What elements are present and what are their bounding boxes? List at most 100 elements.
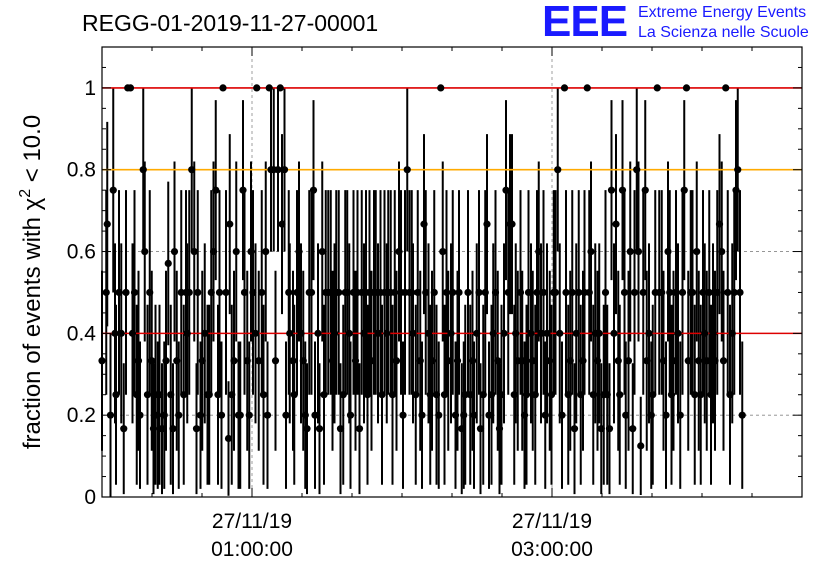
data-point — [597, 425, 605, 433]
data-point — [705, 288, 713, 297]
data-point — [709, 329, 717, 337]
data-point — [616, 391, 624, 399]
data-point — [512, 329, 520, 337]
data-point — [403, 166, 411, 174]
data-point — [198, 357, 206, 365]
data-point — [146, 288, 154, 297]
data-point — [416, 357, 424, 365]
data-point — [133, 391, 141, 399]
data-point — [730, 288, 738, 297]
x-tick-label-date: 27/11/19 — [212, 510, 292, 533]
data-point — [265, 84, 273, 92]
data-point — [169, 425, 177, 433]
data-point — [473, 329, 481, 337]
data-point — [541, 411, 549, 419]
data-point — [676, 411, 684, 419]
data-point — [543, 329, 551, 337]
data-point — [695, 357, 703, 365]
data-point — [667, 391, 676, 399]
y-tick-label: 0 — [84, 486, 96, 509]
data-point — [479, 391, 487, 399]
data-point — [678, 288, 687, 297]
data-point — [122, 288, 130, 297]
data-point — [732, 186, 740, 194]
data-point — [160, 411, 168, 419]
data-point — [247, 247, 255, 256]
data-point — [662, 411, 670, 419]
data-point — [587, 247, 595, 256]
data-point — [722, 84, 730, 92]
data-point — [618, 186, 627, 194]
data-point — [117, 329, 125, 337]
y-tick-label: 0.4 — [67, 322, 97, 345]
data-point — [620, 288, 629, 297]
data-point — [115, 288, 123, 297]
data-point — [645, 329, 653, 337]
y-axis-label-chi: χ — [19, 197, 46, 210]
data-point — [290, 391, 298, 399]
data-point — [196, 411, 205, 419]
data-point — [466, 391, 474, 399]
data-point — [167, 391, 175, 399]
data-point — [626, 247, 634, 256]
data-point — [546, 357, 554, 365]
data-point — [383, 329, 391, 337]
chart-title: REGG-01-2019-11-27-00001 — [82, 10, 379, 36]
data-point — [658, 288, 666, 297]
data-point — [624, 357, 633, 365]
y-tick-label: 0.2 — [67, 404, 96, 427]
data-point — [447, 329, 455, 337]
data-point — [219, 84, 227, 92]
data-point — [258, 288, 266, 297]
data-point — [461, 391, 469, 399]
data-point — [399, 411, 407, 419]
data-point — [282, 411, 290, 419]
data-point — [103, 220, 111, 228]
data-point — [458, 425, 466, 433]
data-point — [303, 425, 311, 433]
data-point — [637, 442, 645, 450]
data-point — [653, 84, 661, 92]
logo-mark: EEE — [542, 0, 628, 46]
data-point — [684, 357, 692, 365]
data-point — [315, 425, 324, 433]
data-point — [610, 329, 618, 337]
data-point — [464, 288, 472, 297]
data-point — [173, 357, 181, 365]
data-point — [236, 411, 244, 419]
data-point — [500, 329, 508, 337]
data-point — [672, 288, 680, 297]
data-point — [641, 186, 649, 194]
data-point — [422, 288, 430, 297]
data-point — [570, 425, 579, 433]
data-point — [158, 425, 166, 433]
data-point — [522, 391, 531, 399]
data-point — [251, 329, 260, 337]
data-point — [420, 220, 428, 228]
data-point — [649, 391, 657, 399]
data-point — [440, 391, 449, 399]
data-point — [605, 425, 614, 433]
data-point — [518, 357, 526, 365]
data-point — [589, 391, 597, 399]
data-point — [367, 357, 376, 365]
data-point — [201, 329, 209, 337]
data-point — [483, 220, 491, 228]
data-point — [409, 329, 417, 337]
data-point — [141, 247, 149, 256]
data-point — [311, 411, 319, 419]
data-point — [192, 425, 201, 433]
data-point — [245, 411, 253, 419]
data-point — [558, 411, 566, 419]
data-point — [566, 357, 574, 365]
data-point — [185, 288, 193, 297]
data-point — [711, 357, 719, 365]
data-point — [435, 411, 443, 419]
data-point — [504, 288, 512, 297]
data-point — [180, 391, 188, 399]
data-point — [583, 84, 591, 92]
data-point — [426, 391, 434, 399]
data-point — [633, 166, 641, 174]
data-point — [392, 357, 401, 365]
y-tick-label: 1 — [84, 77, 96, 100]
